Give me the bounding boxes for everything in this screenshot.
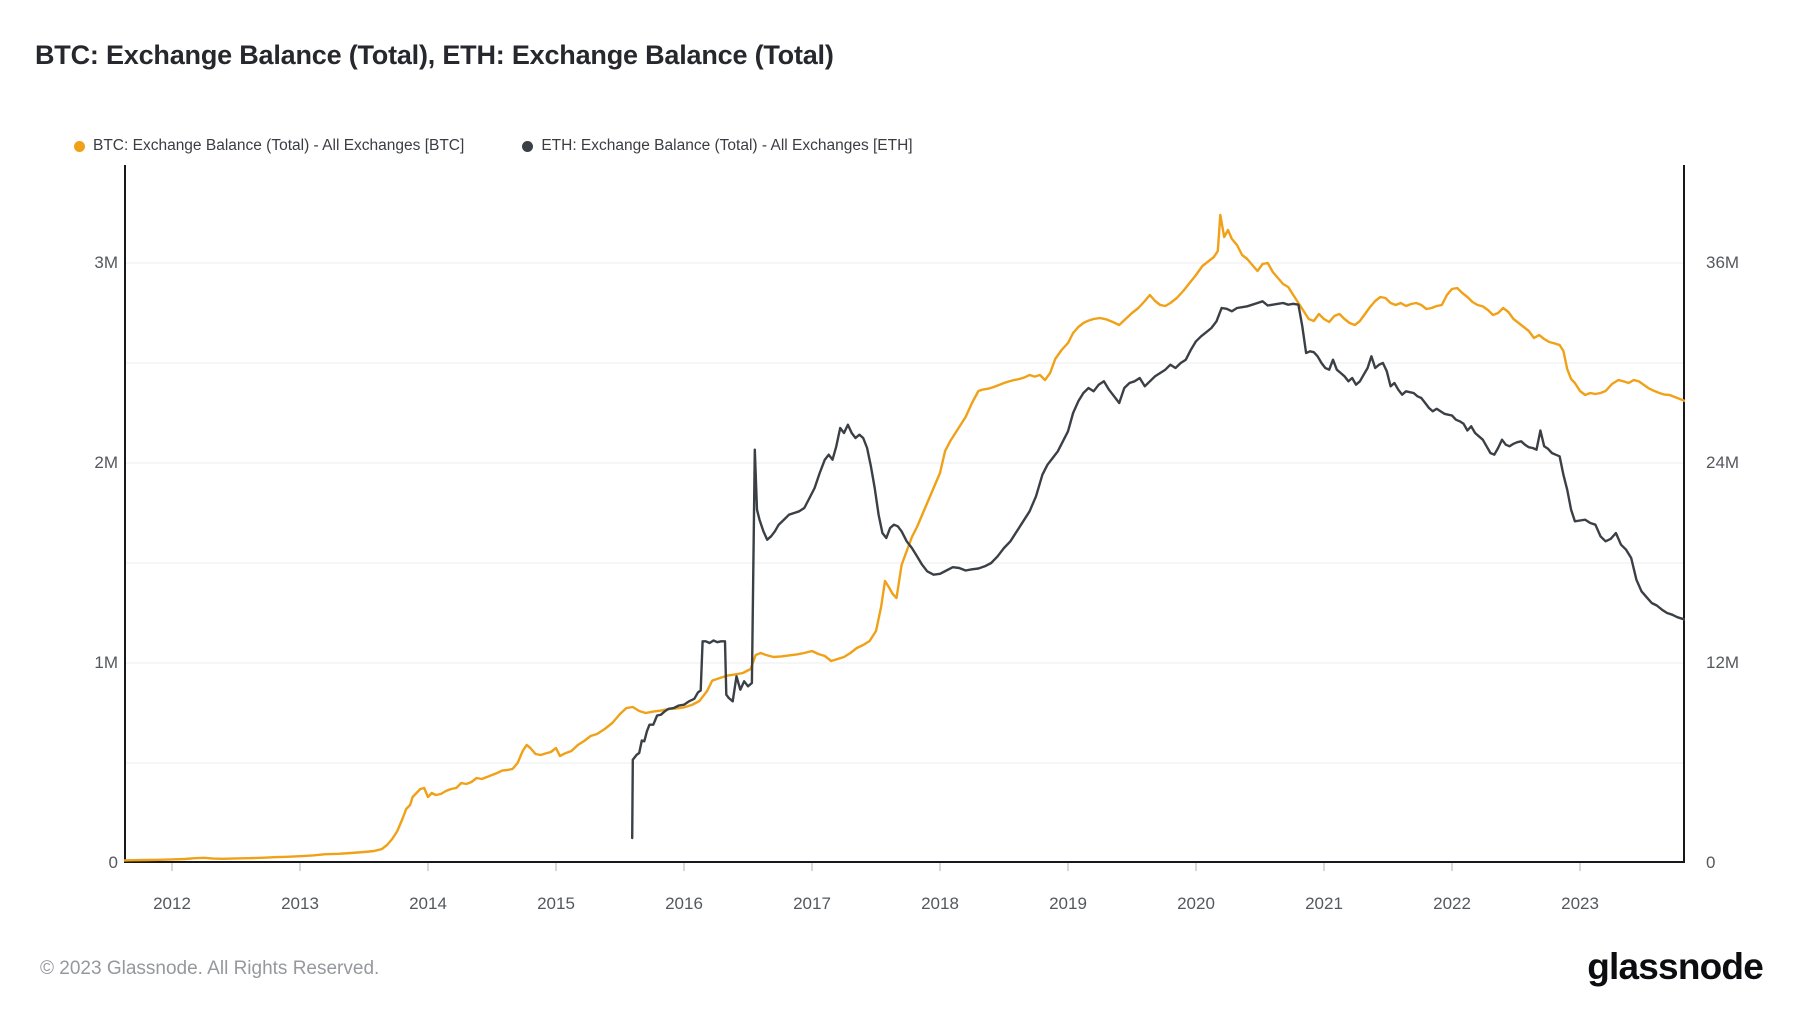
x-axis-year-label: 2013 xyxy=(281,894,319,913)
glassnode-logo[interactable]: glassnode xyxy=(1587,946,1764,987)
x-axis-year-label: 2018 xyxy=(921,894,959,913)
y-axis-right-label: 36M xyxy=(1706,253,1740,272)
x-axis-year-label: 2021 xyxy=(1305,894,1343,913)
x-axis-year-label: 2014 xyxy=(409,894,447,913)
chart-plot-area[interactable] xyxy=(123,165,1687,875)
y-axis-right-label: 24M xyxy=(1706,453,1740,472)
btc-series-line xyxy=(123,213,1687,862)
legend-item-btc[interactable]: BTC: Exchange Balance (Total) - All Exch… xyxy=(74,137,464,155)
copyright-text: © 2023 Glassnode. All Rights Reserved. xyxy=(40,958,380,979)
x-axis-year-label: 2019 xyxy=(1049,894,1087,913)
y-axis-right-label: 12M xyxy=(1706,653,1740,672)
legend-item-eth-label: ETH: Exchange Balance (Total) - All Exch… xyxy=(541,137,913,154)
eth-series-line xyxy=(631,300,1687,840)
y-axis-right-label: 0 xyxy=(1706,853,1716,872)
x-axis-year-label: 2020 xyxy=(1177,894,1215,913)
eth-series-dot-icon xyxy=(522,140,534,152)
x-axis-year-label: 2023 xyxy=(1561,894,1599,913)
legend-item-eth[interactable]: ETH: Exchange Balance (Total) - All Exch… xyxy=(522,137,913,155)
x-axis-year-label: 2015 xyxy=(537,894,575,913)
legend-item-btc-label: BTC: Exchange Balance (Total) - All Exch… xyxy=(93,137,465,154)
y-axis-left-label: 2M xyxy=(94,453,118,472)
x-axis-year-label: 2016 xyxy=(665,894,703,913)
btc-series-dot-icon xyxy=(74,140,85,152)
y-axis-left-label: 3M xyxy=(94,253,118,272)
chart-canvas xyxy=(123,165,1687,871)
x-axis-year-label: 2012 xyxy=(153,894,191,913)
x-axis-year-label: 2017 xyxy=(793,894,831,913)
chart-legend: BTC: Exchange Balance (Total) - All Exch… xyxy=(74,137,913,155)
x-axis-year-label: 2022 xyxy=(1433,894,1471,913)
y-axis-left-label: 0 xyxy=(108,853,118,872)
y-axis-left-label: 1M xyxy=(94,653,118,672)
page-title: BTC: Exchange Balance (Total), ETH: Exch… xyxy=(35,40,834,70)
